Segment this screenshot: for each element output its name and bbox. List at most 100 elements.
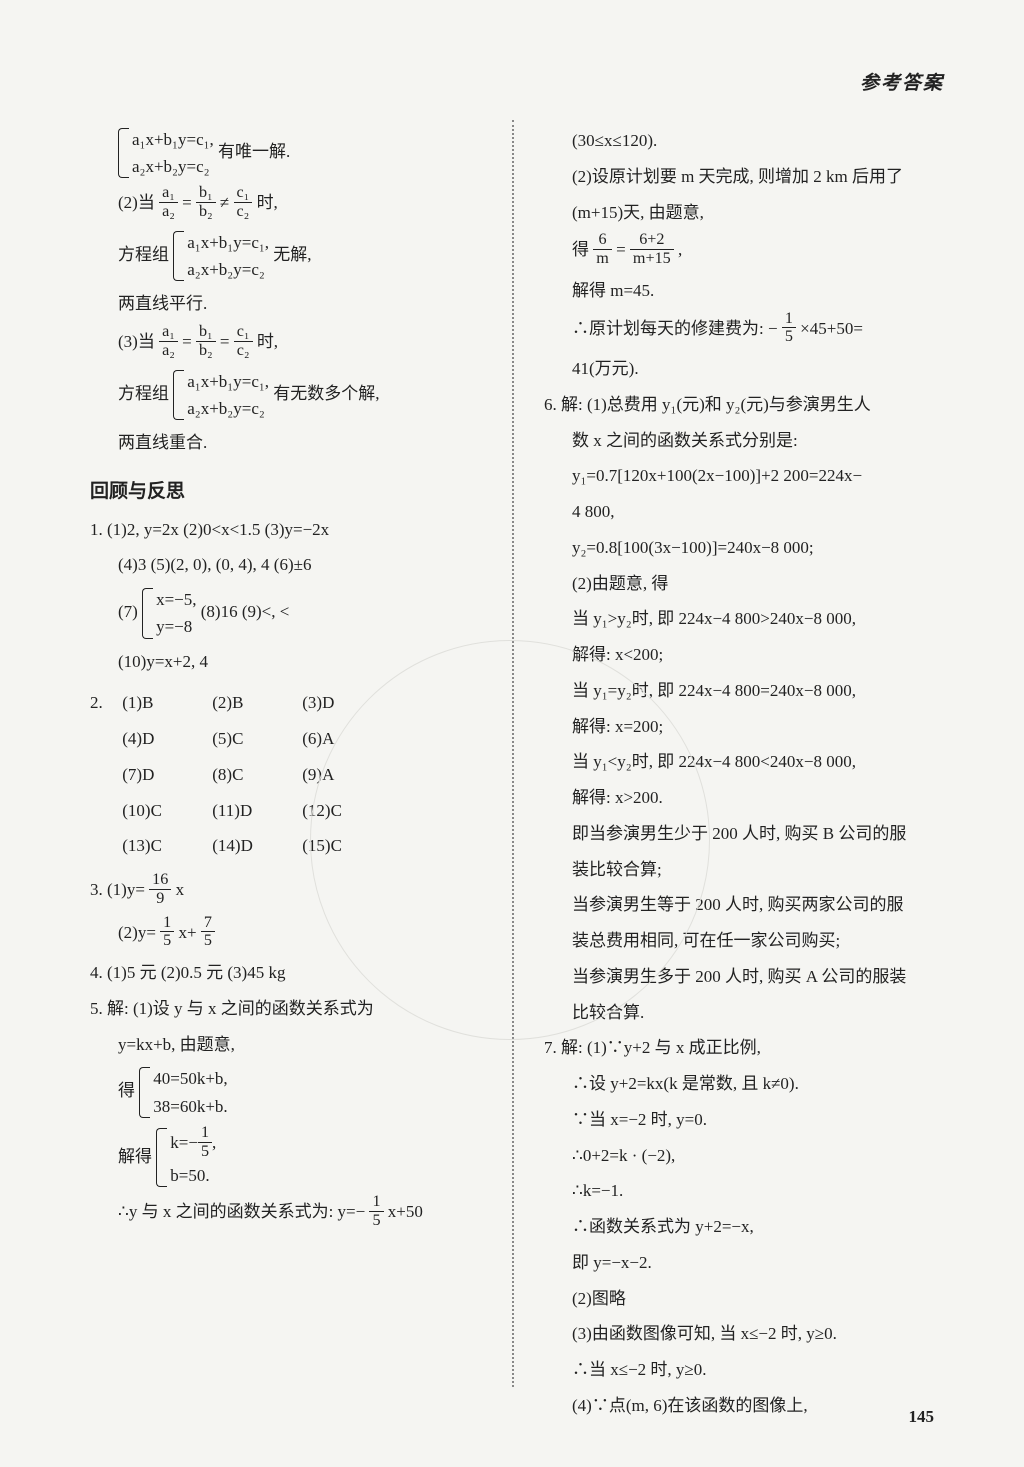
brace-line: y=−8 <box>156 613 196 640</box>
text: ∴y 与 x 之间的函数关系式为: y=− <box>118 1203 365 1222</box>
mc-cell: (13)C <box>122 831 212 861</box>
frac-num: 6+2 <box>630 231 674 250</box>
text-line: 数 x 之间的函数关系式分别是: <box>544 426 954 456</box>
text-line: 解得 m=45. <box>544 276 954 306</box>
text-line: 比较合算. <box>544 998 954 1028</box>
text: x+ <box>179 923 197 942</box>
mc-cell: (3)D <box>302 688 392 718</box>
frac-num: b₁ <box>196 323 216 342</box>
text-line: 当参演男生多于 200 人时, 购买 A 公司的服装 <box>544 962 954 992</box>
brace-line: a₂x+b₂y=c₂ <box>187 395 269 422</box>
frac-num: a₁ <box>159 184 178 203</box>
mc-row: (4)D(5)C(6)A <box>122 724 392 754</box>
left-column: a₁x+b₁y=c₁,a₂x+b₂y=c₂ 有唯一解. (2)当 a₁a₂ = … <box>90 120 522 1427</box>
frac-num: 7 <box>201 914 215 933</box>
text-line: ∴原计划每天的修建费为: − 15 ×45+50= <box>544 312 954 349</box>
brace-line: 40=50k+b, <box>153 1065 227 1092</box>
frac-den: 9 <box>149 890 171 908</box>
mc-cell: (9)A <box>302 760 392 790</box>
cond-2: (2)当 a₁a₂ = b₁b₂ ≠ c₁c₂ 时, <box>90 186 500 223</box>
text: , <box>212 1133 216 1152</box>
text: 方程组 <box>118 245 169 264</box>
text: 有唯一解. <box>218 142 290 161</box>
mc-row: (10)C(11)D(12)C <box>122 796 392 826</box>
frac-den: b₂ <box>196 203 216 221</box>
frac-den: 5 <box>198 1143 212 1161</box>
text: 无解, <box>273 245 311 264</box>
frac-den: 5 <box>369 1212 383 1230</box>
text: 时, <box>257 332 278 351</box>
text-line: 解得: x>200. <box>544 783 954 813</box>
frac-num: 1 <box>160 914 174 933</box>
brace-line: a₂x+b₂y=c₂ <box>187 256 269 283</box>
op: = <box>182 194 192 213</box>
text-line: 当参演男生等于 200 人时, 购买两家公司的服 <box>544 890 954 920</box>
frac-num: c₁ <box>234 323 253 342</box>
brace-line: a₁x+b₁y=c₁, <box>187 229 269 256</box>
op: = <box>220 332 230 351</box>
text-line: 解得: x=200; <box>544 712 954 742</box>
text: ×45+50= <box>800 319 863 338</box>
frac-num: c₁ <box>234 184 253 203</box>
q5-line: ∴y 与 x 之间的函数关系式为: y=− 15 x+50 <box>90 1195 500 1232</box>
text: (2)y= <box>118 923 156 942</box>
q5-line: 得 40=50k+b,38=60k+b. <box>90 1065 500 1119</box>
q1-line: (4)3 (5)(2, 0), (0, 4), 4 (6)±6 <box>90 550 500 580</box>
text-line: 4 800, <box>544 497 954 527</box>
text-line: (2)图略 <box>544 1284 954 1314</box>
mc-cell: (8)C <box>212 760 302 790</box>
text-line: ∴函数关系式为 y+2=−x, <box>544 1212 954 1242</box>
op: = <box>616 240 626 259</box>
frac-den: a₂ <box>159 342 178 360</box>
page-number: 145 <box>909 1407 935 1427</box>
brace-line: 38=60k+b. <box>153 1093 227 1120</box>
frac-num: a₁ <box>159 323 178 342</box>
op: ≠ <box>220 194 229 213</box>
q1-line: (7) x=−5,y=−8 (8)16 (9)<, < <box>90 586 500 640</box>
right-column: (30≤x≤120). (2)设原计划要 m 天完成, 则增加 2 km 后用了… <box>522 120 954 1427</box>
brace-line: b=50. <box>170 1162 216 1189</box>
frac-den: 5 <box>160 932 174 950</box>
cond-3: (3)当 a₁a₂ = b₁b₂ = c₁c₂ 时, <box>90 325 500 362</box>
text-line: y₁=0.7[120x+100(2x−100)]+2 200=224x− <box>544 461 954 491</box>
frac-den: b₂ <box>196 342 216 360</box>
q5-line: 5. 解: (1)设 y 与 x 之间的函数关系式为 <box>90 994 500 1024</box>
text: x <box>176 880 185 899</box>
q4-line: 4. (1)5 元 (2)0.5 元 (3)45 kg <box>90 958 500 988</box>
text-line: ∵当 x=−2 时, y=0. <box>544 1105 954 1135</box>
frac-den: m <box>593 250 612 268</box>
q1-line: 1. (1)2, y=2x (2)0<x<1.5 (3)y=−2x <box>90 515 500 545</box>
mc-cell: (10)C <box>122 796 212 826</box>
brace-line: x=−5, <box>156 586 196 613</box>
text-line: ∴当 x≤−2 时, y≥0. <box>544 1355 954 1385</box>
text: 得 <box>118 1081 135 1100</box>
text-line: (2)设原计划要 m 天完成, 则增加 2 km 后用了 <box>544 162 954 192</box>
text: (7) <box>118 602 138 621</box>
eq-system-1: a₁x+b₁y=c₁,a₂x+b₂y=c₂ 有唯一解. <box>90 126 500 180</box>
text-line: 当 y₁=y₂时, 即 224x−4 800=240x−8 000, <box>544 676 954 706</box>
text-line: 两直线重合. <box>90 428 500 458</box>
text-line: 6. 解: (1)总费用 y₁(元)和 y₂(元)与参演男生人 <box>544 390 954 420</box>
text: 时, <box>257 194 278 213</box>
frac-num: 1 <box>782 310 796 329</box>
q3b-line: (2)y= 15 x+ 75 <box>90 916 500 953</box>
frac-num: 16 <box>149 871 171 890</box>
text: x+50 <box>388 1203 423 1222</box>
q3-line: 3. (1)y= 169 x <box>90 873 500 910</box>
text: (2)当 <box>118 194 155 213</box>
text: 解得 <box>118 1147 152 1166</box>
frac-num: 1 <box>369 1193 383 1212</box>
mc-row: (7)D(8)C(9)A <box>122 760 392 790</box>
text-line: ∴设 y+2=kx(k 是常数, 且 k≠0). <box>544 1069 954 1099</box>
mc-cell: (12)C <box>302 796 392 826</box>
text-line: 装总费用相同, 可在任一家公司购买; <box>544 926 954 956</box>
mc-cell: (5)C <box>212 724 302 754</box>
frac-den: a₂ <box>159 203 178 221</box>
q2-label: 2. <box>90 688 118 718</box>
mc-cell: (2)B <box>212 688 302 718</box>
mc-cell: (4)D <box>122 724 212 754</box>
text: k=− <box>170 1133 198 1152</box>
text-line: (30≤x≤120). <box>544 126 954 156</box>
frac-den: c₂ <box>234 203 253 221</box>
text-line: 装比较合算; <box>544 855 954 885</box>
